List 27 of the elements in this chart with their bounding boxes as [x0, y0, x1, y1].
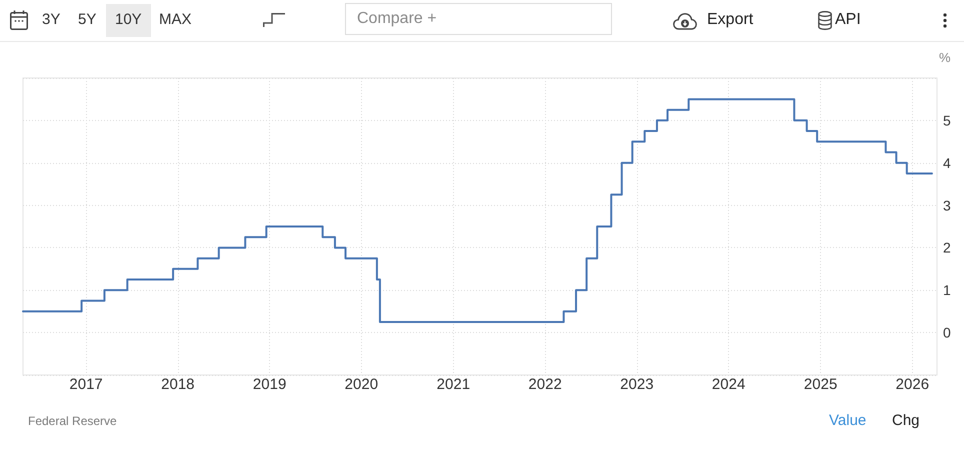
y-tick-label: 0	[943, 324, 951, 341]
x-tick-label: 2020	[344, 376, 378, 393]
y-tick-label: 2	[943, 240, 951, 256]
text: 5Y	[78, 11, 96, 28]
text: Chg	[892, 412, 920, 429]
x-tick-label: 2017	[69, 376, 103, 393]
text: Federal Reserve	[28, 414, 117, 428]
x-tick-label: 2021	[436, 376, 470, 393]
text: 3Y	[42, 11, 60, 28]
text: API	[835, 11, 861, 28]
x-tick-label: 2023	[620, 376, 654, 393]
text: Export	[707, 11, 754, 28]
text: MAX	[159, 11, 192, 28]
x-tick-label: 2019	[252, 376, 286, 393]
x-tick-label: 2025	[804, 376, 838, 393]
x-tick-label: 2024	[712, 376, 746, 393]
x-tick-label: 2022	[528, 376, 562, 393]
y-tick-label: 1	[943, 282, 951, 298]
y-axis-title: %	[939, 50, 951, 65]
y-tick-label: 5	[943, 112, 951, 128]
text: 10Y	[115, 11, 142, 28]
x-tick-label: 2018	[161, 376, 195, 393]
x-tick-label: 2026	[896, 376, 930, 393]
text: Compare +	[357, 10, 437, 27]
y-tick-label: 3	[943, 197, 951, 214]
y-tick-label: 4	[943, 154, 951, 171]
text: Value	[829, 412, 866, 429]
